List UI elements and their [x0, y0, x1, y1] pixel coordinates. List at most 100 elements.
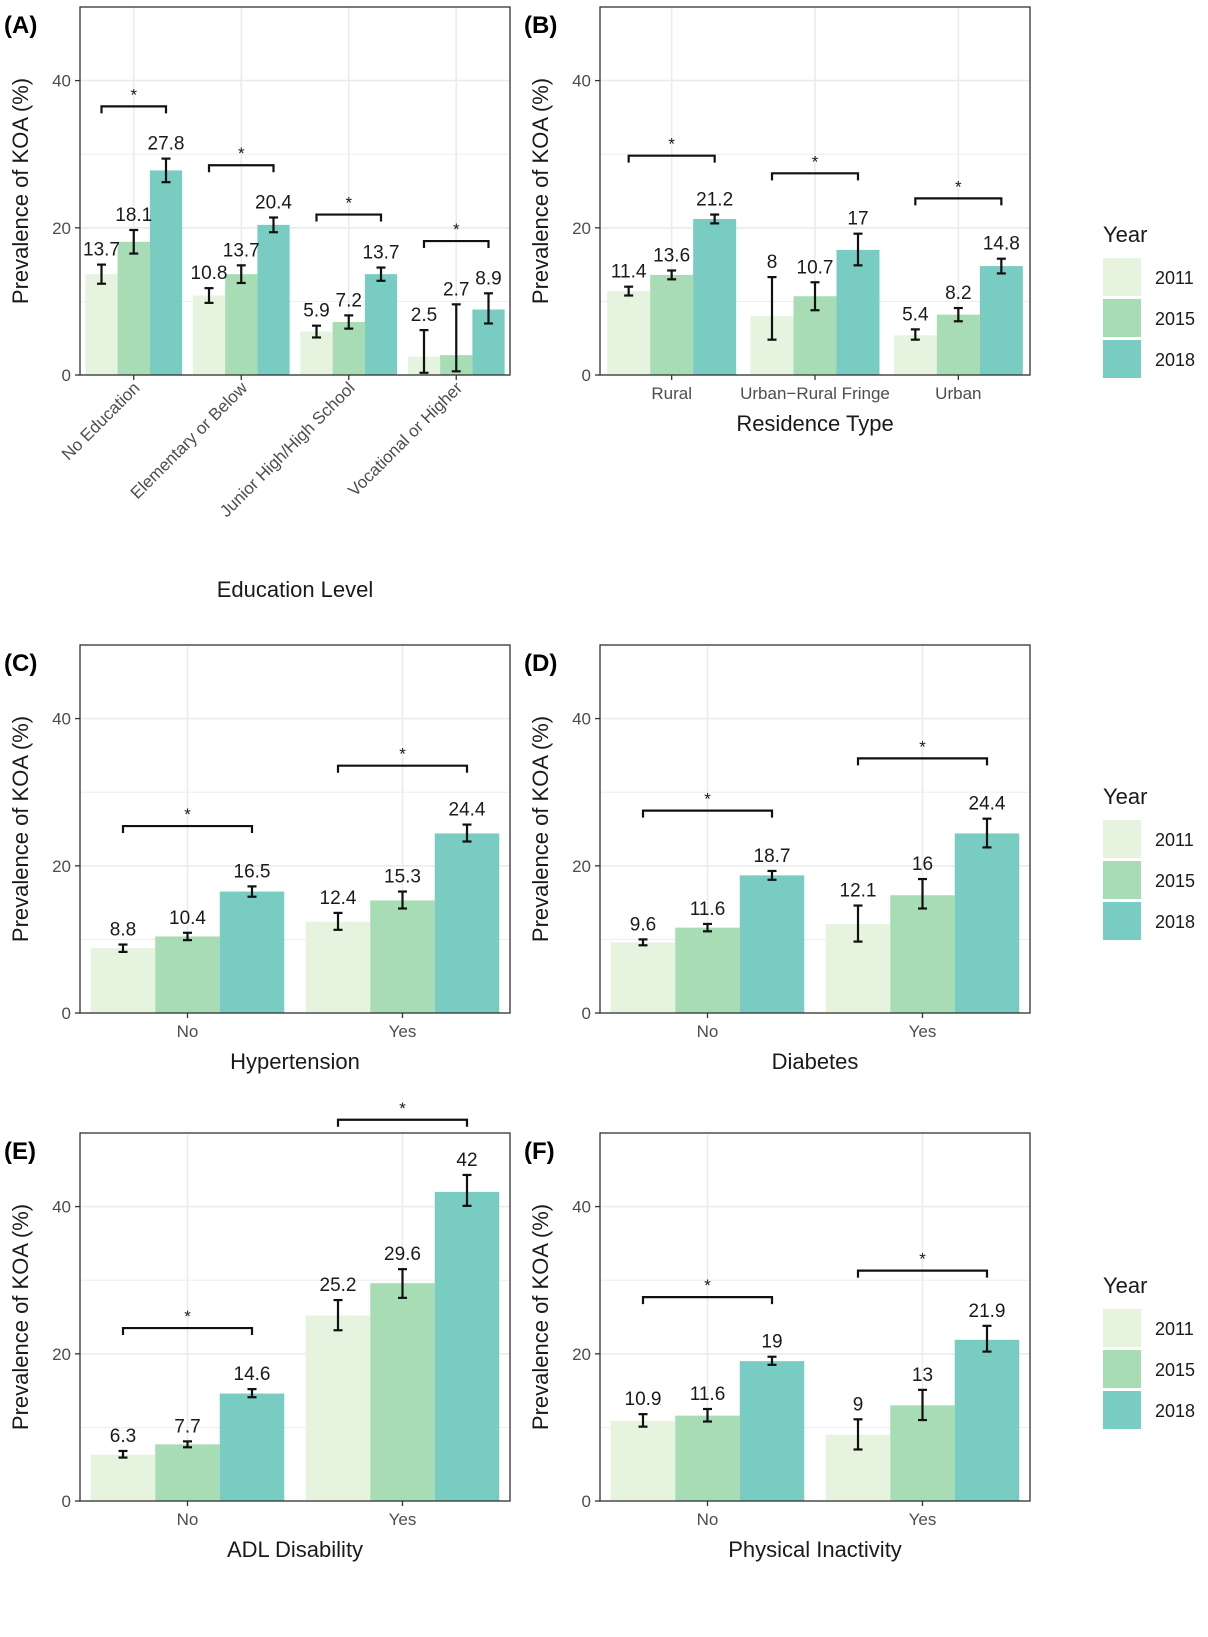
y-tick-label: 20 [572, 1345, 591, 1364]
data-label: 17 [847, 209, 868, 230]
legend-label: 2018 [1155, 1401, 1195, 1421]
bar-2015-no-education [117, 241, 150, 375]
x-tick-label: Vocational or Higher [344, 378, 466, 500]
data-label: 16 [912, 854, 933, 875]
x-tick-label: No [177, 1022, 199, 1041]
legend-key-2011 [1103, 1309, 1141, 1347]
y-tick-label: 0 [62, 366, 71, 385]
panel-border [79, 1132, 511, 1502]
legend-label: 2015 [1155, 1360, 1195, 1380]
bar-2015-no [675, 927, 740, 1013]
data-label: 25.2 [320, 1275, 357, 1296]
data-label: 21.9 [969, 1301, 1006, 1322]
significance-star: * [955, 177, 962, 196]
legend-title: Year [1103, 222, 1147, 247]
legend-label: 2011 [1155, 1319, 1194, 1339]
panel-border [79, 6, 511, 376]
significance-star: * [130, 85, 137, 104]
data-label: 24.4 [449, 800, 486, 821]
x-tick-label: Yes [909, 1022, 937, 1041]
significance-bracket [207, 164, 275, 173]
data-label: 13 [912, 1365, 933, 1386]
y-tick-label: 40 [572, 72, 591, 91]
significance-bracket [914, 197, 1003, 206]
significance-star: * [399, 745, 406, 764]
data-label: 15.3 [384, 867, 421, 888]
data-label: 9 [853, 1394, 864, 1415]
bar-2015-no [155, 1444, 220, 1501]
bar-2015-yes [370, 1283, 435, 1501]
chart-panel: 6.3 25.2 7.7 29.6 14.6 42 * * 0 20 40 No Yes ADL Disa… [4, 1099, 511, 1562]
significance-bracket [770, 172, 860, 181]
bar-2018-no [219, 891, 285, 1013]
data-label: 24.4 [969, 794, 1006, 815]
bar-2015-elementary-or-below [225, 274, 258, 375]
x-tick-label: No [697, 1510, 719, 1529]
legend-label: 2011 [1155, 268, 1194, 288]
bar-2015-no [155, 936, 220, 1013]
panel-tag: (C) [4, 650, 37, 677]
x-axis-title: Hypertension [230, 1049, 360, 1074]
panel-tag: (A) [4, 12, 37, 39]
panel-border [79, 644, 511, 1014]
y-tick-label: 0 [582, 1492, 591, 1511]
y-axis-title: Prevalence of KOA (%) [8, 78, 33, 304]
significance-star: * [919, 737, 926, 756]
legend-title: Year [1103, 784, 1147, 809]
significance-star: * [184, 1307, 191, 1326]
y-tick-label: 20 [52, 219, 71, 238]
bar-2011-yes [305, 1315, 371, 1501]
data-label: 7.2 [336, 290, 362, 311]
data-label: 11.6 [690, 899, 726, 920]
legend-label: 2011 [1155, 830, 1194, 850]
data-label: 2.7 [443, 279, 469, 300]
x-axis-title: Education Level [217, 577, 374, 602]
bar-2011-no [90, 948, 156, 1013]
y-axis-title: Prevalence of KOA (%) [528, 1204, 553, 1430]
bar-2018-no-education [149, 170, 183, 375]
y-tick-label: 20 [52, 1345, 71, 1364]
y-tick-label: 0 [62, 1492, 71, 1511]
significance-star: * [704, 1276, 711, 1295]
panel-border [599, 1132, 1031, 1502]
y-tick-label: 40 [52, 1198, 71, 1217]
bar-2011-no [610, 942, 676, 1013]
bar-2011-junior-high-high-school [300, 331, 333, 375]
significance-star: * [919, 1250, 926, 1269]
significance-bracket [121, 1326, 254, 1336]
chart-panel: 8.8 12.4 10.4 15.3 16.5 24.4 * * 0 20 40 No Yes Hyper… [4, 644, 511, 1074]
data-label: 12.4 [320, 888, 357, 909]
data-label: 10.9 [625, 1389, 662, 1410]
legend-key-2018 [1103, 902, 1141, 940]
data-label: 7.7 [174, 1416, 200, 1437]
bar-2011-elementary-or-below [192, 295, 226, 375]
significance-star: * [345, 194, 352, 213]
bar-2015-junior-high-high-school [332, 322, 365, 375]
x-tick-label: No [177, 1510, 199, 1529]
bar-2015-urban [936, 314, 980, 375]
significance-star: * [812, 152, 819, 171]
data-label: 10.7 [797, 257, 834, 278]
bar-2018-yes [954, 833, 1020, 1013]
data-label: 8 [767, 252, 778, 273]
panel-tag: (D) [524, 650, 557, 677]
bar-2011-yes [305, 921, 371, 1013]
data-label: 18.7 [754, 846, 791, 867]
significance-star: * [238, 144, 245, 163]
significance-bracket [100, 105, 168, 114]
significance-bracket [641, 1296, 774, 1305]
bar-2011-no-education [85, 274, 118, 375]
legend-label: 2015 [1155, 309, 1195, 329]
significance-bracket [641, 809, 774, 818]
legend-key-2018 [1103, 340, 1141, 378]
bar-2018-yes [954, 1339, 1020, 1501]
x-tick-label: Yes [909, 1510, 937, 1529]
data-label: 9.6 [630, 914, 656, 935]
legend-label: 2018 [1155, 350, 1195, 370]
y-tick-label: 0 [62, 1004, 71, 1023]
y-tick-label: 0 [582, 366, 591, 385]
legend-label: 2018 [1155, 912, 1195, 932]
significance-bracket [336, 764, 469, 773]
bar-2018-no [739, 875, 805, 1013]
y-tick-label: 20 [572, 219, 591, 238]
